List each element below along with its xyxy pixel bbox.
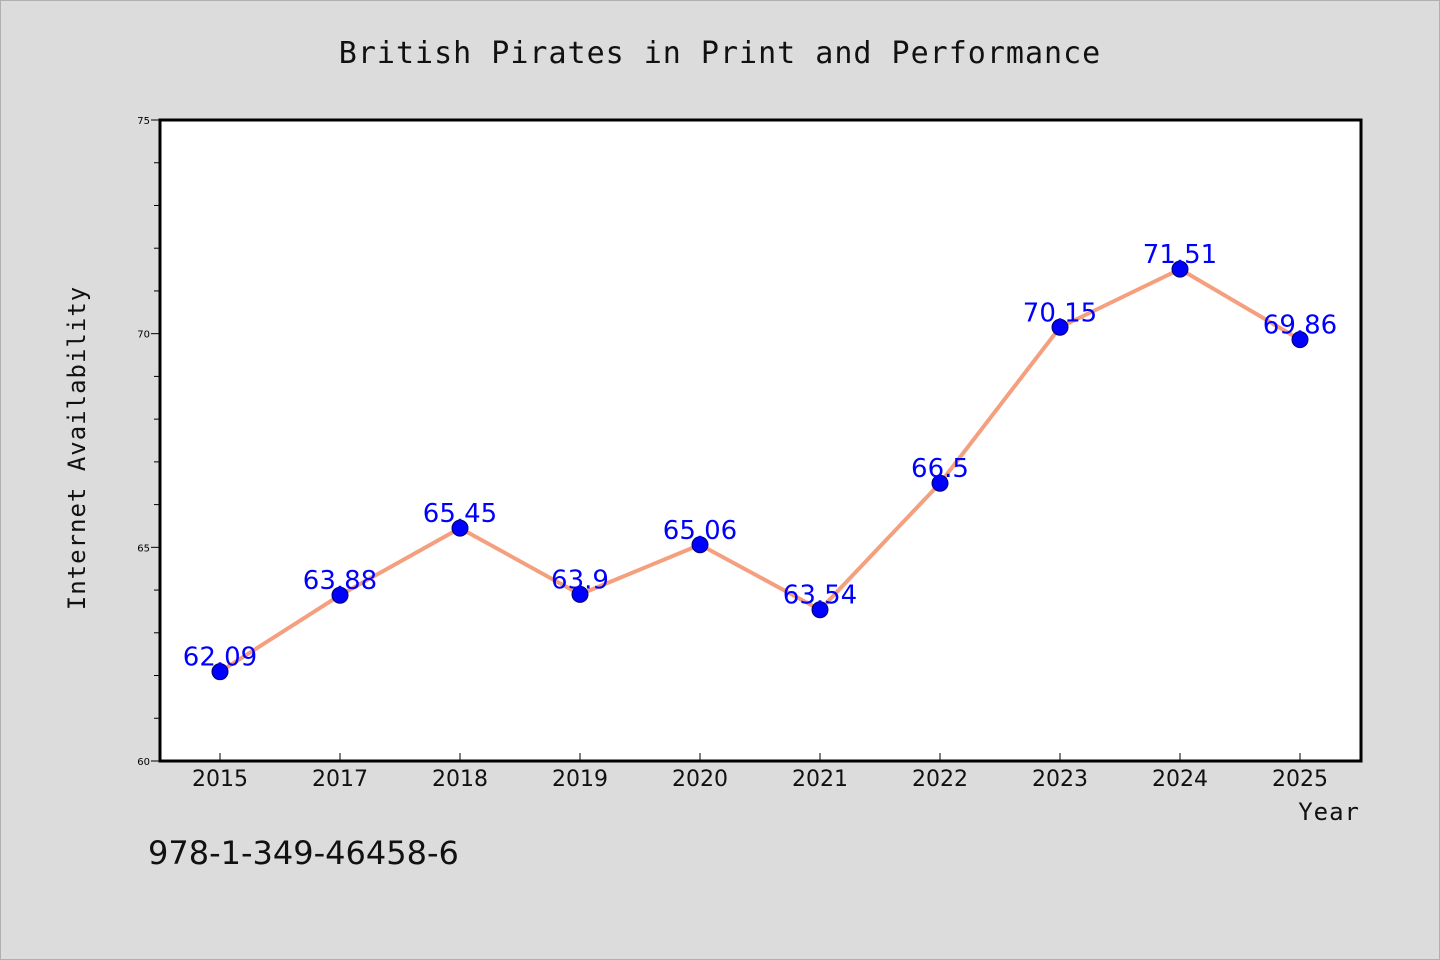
data-point	[451, 519, 469, 537]
x-tick-label: 2022	[912, 767, 968, 792]
x-tick-label: 2019	[552, 767, 608, 792]
data-label: 65.45	[423, 499, 497, 529]
y-tick-label: 75	[137, 116, 150, 127]
data-label: 71.51	[1143, 240, 1217, 270]
chart-title: British Pirates in Print and Performance	[339, 36, 1101, 71]
data-label: 65.06	[663, 516, 737, 546]
x-tick-label: 2017	[312, 767, 368, 792]
data-point	[931, 474, 949, 492]
isbn-annotation: 978-1-349-46458-6	[148, 834, 459, 872]
x-tick-label: 2025	[1272, 767, 1328, 792]
data-label: 62.09	[183, 643, 257, 673]
data-point	[211, 663, 229, 681]
y-axis-ticks: 60 65 70 75	[137, 116, 160, 768]
x-tick-label: 2018	[432, 767, 488, 792]
data-point	[331, 586, 349, 604]
x-tick-label: 2021	[792, 767, 848, 792]
data-label: 69.86	[1263, 311, 1337, 341]
y-tick-label: 65	[137, 543, 150, 554]
data-label: 63.54	[783, 581, 857, 611]
y-axis-label: Internet Availability	[63, 286, 91, 610]
plot-area	[158, 118, 1363, 763]
series-layer: 62.09 63.88 65.45 63.9 65.06 63.54 66.5 70.15 71…	[183, 240, 1337, 681]
data-point	[811, 601, 829, 619]
data-label: 63.9	[551, 565, 609, 595]
data-point	[1291, 331, 1309, 349]
series-line	[218, 267, 1302, 674]
x-tick-label: 2024	[1152, 767, 1208, 792]
data-label: 63.88	[303, 566, 377, 596]
x-tick-label: 2020	[672, 767, 728, 792]
y-tick-label: 60	[137, 757, 150, 768]
x-axis-ticks: 2015 2017 2018 2019 2020 2021 2022 2023 2024 2025	[192, 753, 1328, 792]
x-tick-label: 2023	[1032, 767, 1088, 792]
y-tick-label: 70	[137, 330, 150, 341]
data-label: 66.5	[911, 454, 969, 484]
data-point	[571, 585, 589, 603]
x-axis-label: Year	[1298, 798, 1360, 826]
data-point	[1051, 318, 1069, 336]
data-point	[1171, 260, 1189, 278]
data-point	[691, 536, 709, 554]
data-label: 70.15	[1023, 298, 1097, 328]
x-tick-label: 2015	[192, 767, 248, 792]
